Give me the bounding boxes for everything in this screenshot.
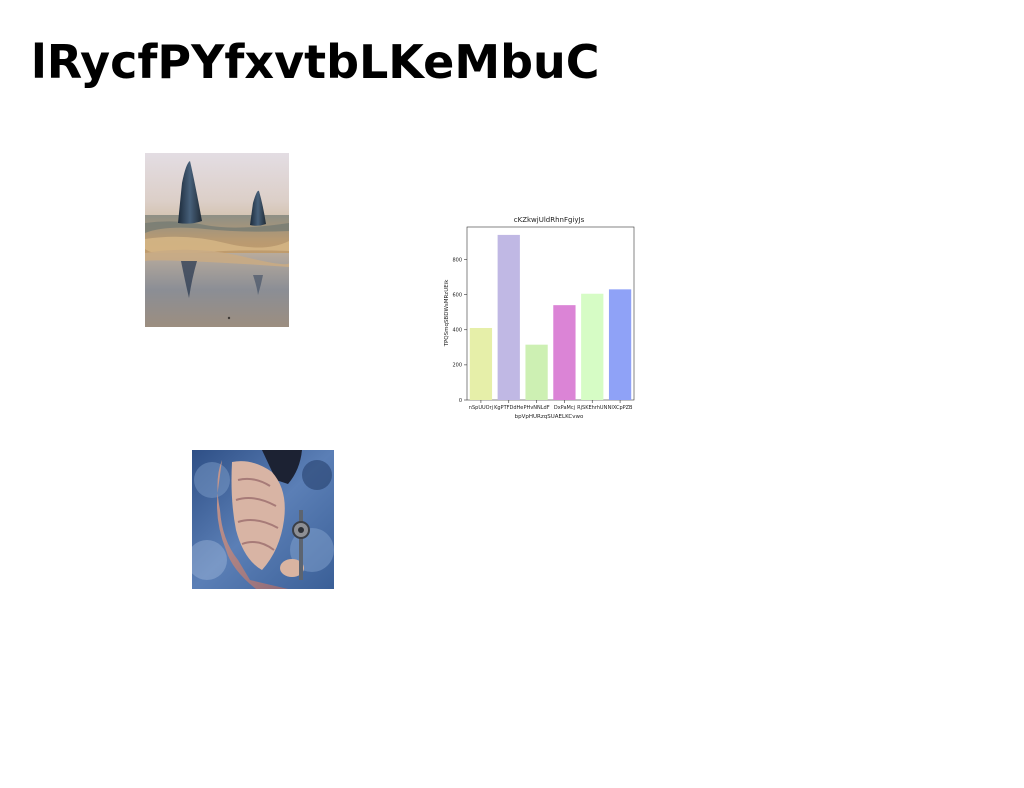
x-tick-label: KgPTFDdHe [494, 405, 523, 411]
y-tick-label: 0 [459, 398, 462, 404]
page-title: lRycfPYfxvtbLKeMbuC [31, 35, 600, 89]
chart-title: cKZkwjUldRhnFgiyJs [514, 216, 585, 224]
bar-chart: cKZkwjUldRhnFgiyJs TPQSmqSBDWsMRzUEik bp… [435, 210, 645, 425]
sea-rocks-photo [145, 153, 289, 327]
x-tick-label: PHvNNLdF [524, 405, 550, 411]
y-tick-label: 600 [452, 292, 462, 298]
y-tick-label: 400 [452, 328, 462, 334]
chart-frame [466, 226, 635, 401]
y-tick-label: 800 [452, 257, 462, 263]
x-tick-label: RjSKEhrhUN [577, 405, 607, 411]
bar-DxPaMcj [553, 305, 576, 400]
chart-svg: cKZkwjUldRhnFgiyJs TPQSmqSBDWsMRzUEik bp… [444, 216, 635, 420]
bar-nSpUUOrj [469, 327, 493, 400]
bar-RjSKEhrhUN [581, 293, 604, 400]
chart-plot-area: 0 200 400 600 800 nSpUUOrj KgPTFDdHe PHvNNLdF Dx… [452, 226, 635, 411]
bar-PHvNNLdF [525, 344, 548, 400]
bar-NIXCpPZB [608, 289, 632, 400]
bar-KgPTFDdHe [497, 234, 520, 400]
chart-y-axis-label: TPQSmqSBDWsMRzUEik [444, 279, 450, 348]
x-tick-label: DxPaMcj [554, 405, 575, 411]
x-tick-label: NIXCpPZB [608, 405, 633, 411]
y-tick-label: 200 [452, 363, 462, 369]
figure-photo [192, 450, 334, 589]
x-tick-label: nSpUUOrj [469, 405, 493, 411]
chart-x-axis-label: bpVpHURzqSUAELKCvwo [515, 414, 584, 420]
